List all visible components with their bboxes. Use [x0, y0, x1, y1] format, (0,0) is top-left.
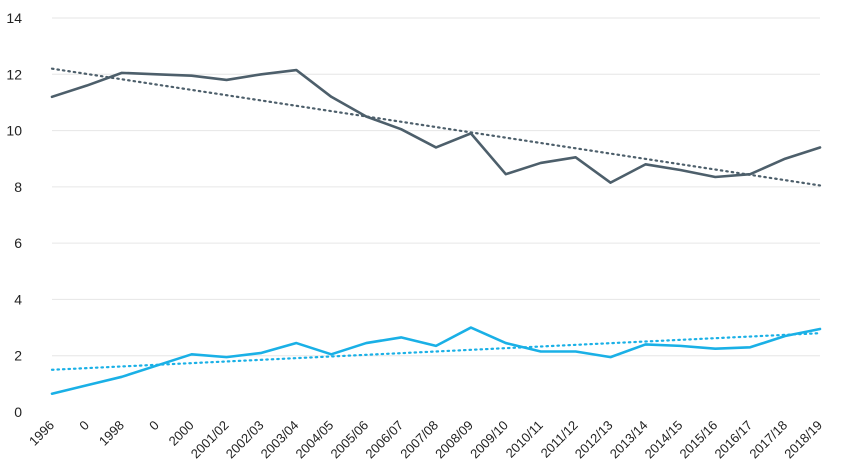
x-tick-label: 2005/06: [327, 418, 371, 462]
x-tick-label: 1998: [96, 418, 127, 449]
y-tick-label: 2: [14, 348, 22, 364]
y-tick-label: 10: [6, 123, 22, 139]
x-tick-label: 2013/14: [607, 418, 651, 462]
x-tick-label: 1996: [26, 418, 57, 449]
x-tick-label: 2012/13: [572, 418, 616, 462]
x-tick-label: 2002/03: [223, 418, 267, 462]
trendline-0: [50, 67, 822, 187]
y-tick-label: 0: [14, 404, 22, 420]
gridlines: [52, 17, 820, 357]
x-tick-label: 2014/15: [642, 418, 686, 462]
x-tick-label: 2017/18: [746, 418, 790, 462]
x-axis-ticks: 1996 0 1998 0 20002001/022002/032003/042004/…: [26, 418, 825, 462]
x-tick-label: 2016/17: [711, 418, 755, 462]
x-tick-label: 2009/10: [467, 418, 511, 462]
x-tick-label: 2004/05: [293, 418, 337, 462]
y-tick-label: 6: [14, 235, 22, 251]
y-tick-label: 12: [6, 66, 22, 82]
x-tick-label: 2003/04: [258, 418, 302, 462]
x-tick-label: 0: [146, 418, 162, 434]
trendline-1: [50, 332, 822, 371]
y-tick-label: 4: [14, 291, 22, 307]
y-tick-label: 8: [14, 179, 22, 195]
x-tick-label: 2001/02: [188, 418, 232, 462]
trendlines: [50, 67, 822, 371]
y-axis-ticks: 0 2 4 6 8 10 12 14: [6, 10, 22, 420]
x-tick-label: 0: [76, 418, 92, 434]
x-tick-label: 2007/08: [397, 418, 441, 462]
series-lines: [50, 68, 822, 396]
x-tick-label: 2010/11: [503, 418, 546, 461]
x-tick-label: 2008/09: [432, 418, 476, 462]
x-tick-label: 2015/16: [677, 418, 721, 462]
x-tick-label: 2018/19: [781, 418, 825, 462]
x-tick-label: 2006/07: [362, 418, 406, 462]
series-line-1: [50, 326, 822, 396]
y-tick-label: 14: [6, 10, 22, 26]
x-tick-label: 2000: [166, 418, 197, 449]
